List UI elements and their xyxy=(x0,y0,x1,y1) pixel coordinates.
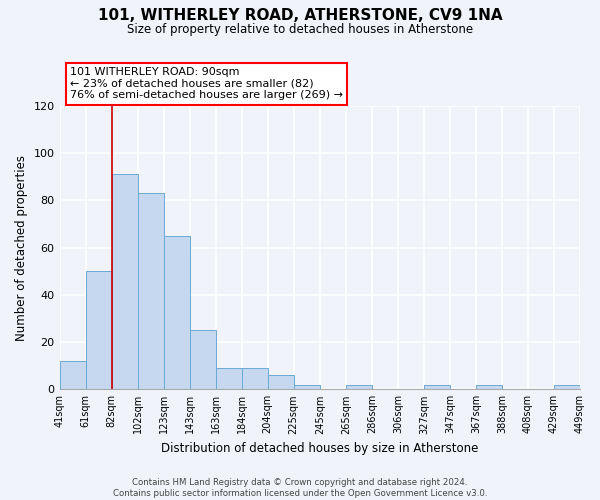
Text: Size of property relative to detached houses in Atherstone: Size of property relative to detached ho… xyxy=(127,22,473,36)
Bar xyxy=(424,384,450,390)
Bar xyxy=(137,194,164,390)
Bar xyxy=(242,368,268,390)
X-axis label: Distribution of detached houses by size in Atherstone: Distribution of detached houses by size … xyxy=(161,442,478,455)
Bar xyxy=(59,361,86,390)
Bar xyxy=(268,375,294,390)
Text: 101, WITHERLEY ROAD, ATHERSTONE, CV9 1NA: 101, WITHERLEY ROAD, ATHERSTONE, CV9 1NA xyxy=(98,8,502,22)
Text: Contains HM Land Registry data © Crown copyright and database right 2024.
Contai: Contains HM Land Registry data © Crown c… xyxy=(113,478,487,498)
Text: 101 WITHERLEY ROAD: 90sqm
← 23% of detached houses are smaller (82)
76% of semi-: 101 WITHERLEY ROAD: 90sqm ← 23% of detac… xyxy=(70,67,343,100)
Bar xyxy=(215,368,242,390)
Bar xyxy=(86,271,112,390)
Y-axis label: Number of detached properties: Number of detached properties xyxy=(15,154,28,340)
Bar xyxy=(112,174,137,390)
Bar xyxy=(164,236,190,390)
Bar xyxy=(346,384,372,390)
Bar xyxy=(294,384,320,390)
Bar xyxy=(476,384,502,390)
Bar xyxy=(554,384,580,390)
Bar xyxy=(190,330,215,390)
